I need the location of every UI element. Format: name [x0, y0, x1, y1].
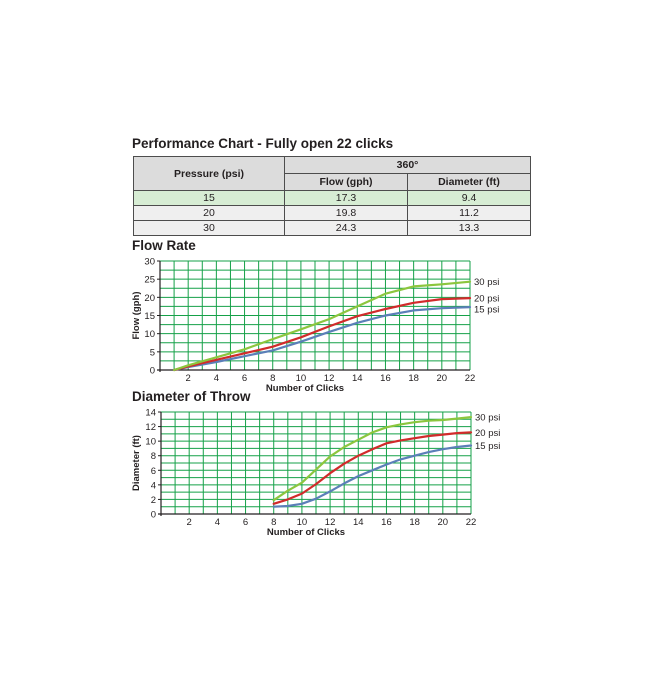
y-axis-label: Flow (gph) — [131, 291, 142, 339]
y-tick-label: 6 — [151, 466, 156, 477]
x-tick-label: 8 — [270, 373, 275, 384]
y-tick-label: 14 — [145, 408, 156, 419]
x-axis-label: Number of Clicks — [266, 383, 344, 394]
x-tick-label: 2 — [186, 373, 191, 384]
x-tick-label: 12 — [325, 517, 336, 528]
y-tick-label: 25 — [144, 275, 155, 286]
diameter-title: Diameter of Throw — [132, 389, 251, 404]
series-label: 30 psi — [475, 413, 500, 424]
x-tick-label: 4 — [214, 373, 219, 384]
table-row: 20 19.8 11.2 — [133, 205, 531, 221]
x-tick-label: 10 — [297, 517, 308, 528]
cell-flow: 24.3 — [284, 220, 408, 236]
y-tick-label: 20 — [144, 293, 155, 304]
cell-pressure: 30 — [133, 220, 285, 236]
series-label: 20 psi — [474, 294, 499, 305]
series-line-30-psi — [173, 280, 472, 372]
y-tick-label: 12 — [145, 422, 156, 433]
series-label: 30 psi — [474, 277, 499, 288]
x-tick-label: 18 — [409, 517, 420, 528]
x-tick-label: 12 — [324, 373, 335, 384]
x-tick-label: 14 — [353, 517, 364, 528]
table-row: 15 17.3 9.4 — [133, 190, 531, 206]
x-tick-label: 10 — [296, 373, 307, 384]
header-flow: Flow (gph) — [284, 173, 408, 191]
y-tick-label: 30 — [144, 257, 155, 268]
x-tick-label: 4 — [215, 517, 220, 528]
page-title: Performance Chart - Fully open 22 clicks — [132, 136, 394, 151]
x-tick-label: 8 — [271, 517, 276, 528]
series-label: 15 psi — [474, 305, 499, 316]
chart-flow: 0 5 10 15 20 25 30 2 4 6 8 10 12 14 16 18 20 22 Number of … — [131, 257, 499, 395]
series-line-15-psi — [173, 306, 472, 372]
series-line-20-psi — [173, 297, 472, 372]
header-360: 360° — [284, 156, 531, 174]
header-diameter: Diameter (ft) — [407, 173, 531, 191]
x-tick-label: 14 — [352, 373, 363, 384]
y-tick-label: 10 — [144, 329, 155, 340]
table-row: 30 24.3 13.3 — [133, 220, 531, 236]
y-axis-label: Diameter (ft) — [131, 435, 142, 491]
y-tick-label: 2 — [151, 495, 156, 506]
series-line-30-psi — [272, 416, 473, 502]
x-axis-label: Number of Clicks — [267, 527, 345, 538]
y-tick-label: 0 — [151, 510, 156, 521]
series-label: 15 psi — [475, 441, 500, 452]
series-line-20-psi — [272, 431, 473, 505]
y-tick-label: 0 — [150, 366, 155, 377]
series-line-15-psi — [272, 444, 473, 508]
x-tick-label: 6 — [242, 373, 247, 384]
cell-diameter: 9.4 — [407, 190, 531, 206]
y-tick-label: 15 — [144, 311, 155, 322]
flow-rate-title: Flow Rate — [132, 238, 196, 253]
x-tick-label: 20 — [438, 517, 449, 528]
series-label: 20 psi — [475, 428, 500, 439]
performance-table: Pressure (psi) 360° Flow (gph) Diameter … — [133, 156, 531, 236]
chart-diameter: 0 2 4 6 8 10 12 14 2 4 6 8 10 12 14 16 18 20 22 Number of C… — [131, 408, 500, 539]
cell-diameter: 13.3 — [407, 220, 531, 236]
x-tick-label: 2 — [187, 517, 192, 528]
cell-flow: 19.8 — [284, 205, 408, 221]
y-tick-label: 4 — [151, 480, 156, 491]
x-tick-label: 6 — [243, 517, 248, 528]
x-tick-label: 22 — [465, 373, 476, 384]
x-tick-label: 22 — [466, 517, 477, 528]
cell-pressure: 20 — [133, 205, 285, 221]
y-tick-label: 10 — [145, 437, 156, 448]
cell-flow: 17.3 — [284, 190, 408, 206]
x-tick-label: 20 — [437, 373, 448, 384]
x-tick-label: 18 — [408, 373, 419, 384]
x-tick-label: 16 — [380, 373, 391, 384]
x-tick-label: 16 — [381, 517, 392, 528]
y-tick-label: 5 — [150, 347, 155, 358]
y-tick-label: 8 — [151, 451, 156, 462]
